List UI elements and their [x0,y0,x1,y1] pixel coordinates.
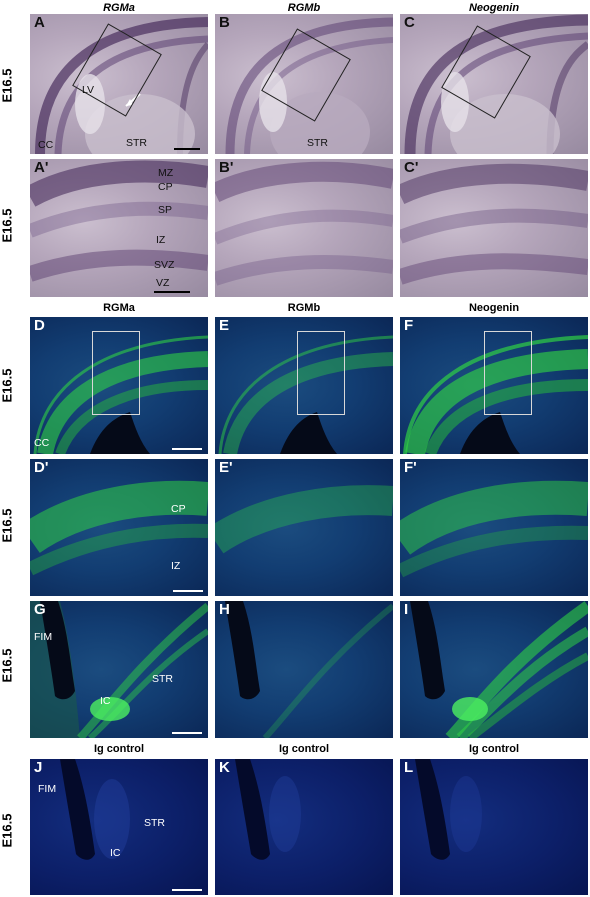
panel-label-e-prime: E' [219,459,233,476]
label-str: STR [126,137,147,149]
panel-f-prime-image [400,480,588,578]
panel-label-f: F [404,317,414,334]
label-cc: CC [34,437,50,449]
row-label-d2: E16.5 [0,508,15,542]
panel-label-d: D [34,317,45,334]
label-ic: IC [110,847,121,859]
panel-d-image [33,335,208,454]
panel-b-prime-image [215,161,393,286]
panel-a-prime: A' MZ CP SP IZ SVZ VZ [30,159,208,297]
row-label-j: E16.5 [0,813,15,847]
panel-l-image [415,759,482,860]
label-iz: IZ [171,560,181,572]
panel-g-image [30,601,208,738]
panel-b-prime: B' [215,159,393,297]
row-label-a: E16.5 [0,68,15,102]
title-rgma-fluor: RGMa [103,302,135,314]
row-label-d: E16.5 [0,368,15,402]
label-lv: LV [82,84,95,96]
title-ig-control-1: Ig control [93,743,145,755]
inset-box [484,331,532,415]
panel-k-image [235,759,301,860]
label-cp: CP [171,503,186,515]
panel-label-k: K [219,759,230,776]
panel-f: F [400,317,588,454]
panel-label-c-prime: C' [404,159,419,176]
panel-b: B STR [215,14,393,154]
panel-c-prime: C' [400,159,588,297]
panel-j-image [60,759,130,860]
inset-box [297,331,345,415]
panel-label-l: L [404,759,414,776]
title-rgmb-fluor: RGMb [287,302,321,314]
panel-e-prime: E' [215,459,393,596]
label-fim: FIM [38,783,57,795]
label-fim: FIM [34,631,53,643]
panel-f-prime: F' [400,459,588,596]
title-rgmb-ish: RGMb [287,2,321,14]
panel-label-b-prime: B' [219,159,234,176]
panel-e-image [218,335,393,454]
panel-e-prime-image [215,485,393,554]
panel-label-i: I [404,601,409,618]
panel-l: L [400,759,588,895]
label-iz: IZ [156,234,166,246]
panel-label-j: J [34,759,43,776]
label-vz: VZ [156,277,170,289]
panel-label-f-prime: F' [404,459,417,476]
panel-a-image [35,17,208,154]
panel-label-b: B [219,14,230,31]
scale-bar [172,889,202,891]
label-str: STR [144,817,165,829]
panel-d-prime-image [30,480,208,576]
label-sp: SP [158,204,173,216]
panel-label-d-prime: D' [34,459,49,476]
panel-i: I [400,601,588,738]
row-label-a2: E16.5 [0,208,15,242]
scale-bar [174,148,200,150]
scale-bar [172,732,202,734]
label-svz: SVZ [154,259,175,271]
panel-c-image [404,14,588,154]
label-ic: IC [100,695,111,707]
row-label-g: E16.5 [0,648,15,682]
panel-e: E [215,317,393,454]
panel-b-image [225,17,393,154]
title-ig-control-3: Ig control [468,743,520,755]
scale-bar [154,291,190,293]
inset-box [92,331,140,415]
panel-d-prime: D' CP IZ [30,459,208,596]
title-neogenin-ish: Neogenin [468,2,520,14]
title-neogenin-fluor: Neogenin [468,302,520,314]
panel-label-e: E [219,317,230,334]
panel-i-image [410,601,588,738]
panel-f-image [403,335,588,454]
panel-k: K [215,759,393,895]
panel-a-prime-image [30,160,208,282]
panel-label-a-prime: A' [34,159,49,176]
scale-bar [172,448,202,450]
panel-d: D CC [30,317,208,454]
label-mz: MZ [158,167,174,179]
label-str: STR [307,137,328,149]
panel-a: A LV CC STR [30,14,208,154]
label-cc: CC [38,139,54,151]
panel-label-c: C [404,14,415,31]
panel-label-a: A [34,14,45,31]
scale-bar [173,590,203,592]
panel-c: C [400,14,588,154]
panel-h: H [215,601,393,738]
panel-label-g: G [34,601,46,618]
title-ig-control-2: Ig control [278,743,330,755]
panel-j: J FIM STR IC [30,759,208,895]
panel-c-prime-image [400,163,588,285]
title-rgma-ish: RGMa [103,2,135,14]
panel-g: G FIM STR IC [30,601,208,738]
panel-h-image [225,601,393,738]
label-str: STR [152,673,173,685]
panel-label-h: H [219,601,230,618]
label-cp: CP [158,181,173,193]
